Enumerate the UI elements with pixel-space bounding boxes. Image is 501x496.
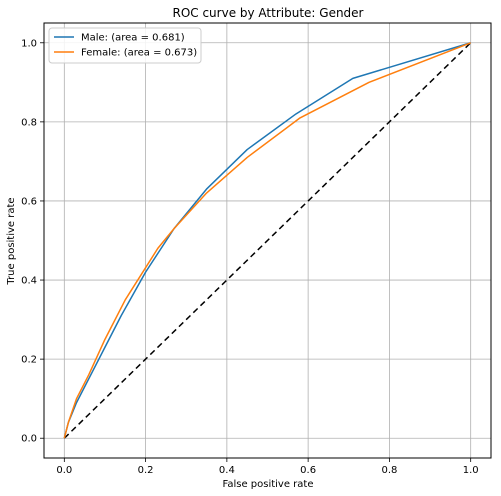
female-roc-line xyxy=(63,42,471,439)
chart-title: ROC curve by Attribute: Gender xyxy=(172,6,363,20)
legend-label-female: Female: (area = 0.673) xyxy=(81,48,197,59)
y-axis-label: True positive rate xyxy=(6,197,17,285)
x-tick-label: 0.8 xyxy=(381,465,397,476)
legend-label-male: Male: (area = 0.681) xyxy=(81,33,185,44)
legend-box xyxy=(48,27,202,64)
x-tick-label: 0.6 xyxy=(300,465,316,476)
y-tick-label: 1.0 xyxy=(21,38,37,49)
y-tick-label: 0.0 xyxy=(21,434,37,445)
axis-ticks: 0.0 0.2 0.4 0.6 0.8 1.0 0.0 0.2 0.4 0.6 0.8 1.0 xyxy=(21,38,479,476)
x-tick-label: 0.4 xyxy=(219,465,235,476)
plot-frame xyxy=(43,22,492,459)
legend: Male: (area = 0.681) Female: (area = 0.6… xyxy=(48,27,202,64)
x-tick-label: 0.0 xyxy=(56,465,72,476)
x-axis-label: False positive rate xyxy=(223,479,314,490)
reference-diagonal-line xyxy=(63,42,472,439)
y-tick-label: 0.4 xyxy=(21,276,37,287)
y-tick-label: 0.2 xyxy=(21,355,37,366)
y-tick-label: 0.6 xyxy=(21,196,37,207)
x-tick-label: 1.0 xyxy=(463,465,479,476)
x-tick-label: 0.2 xyxy=(138,465,154,476)
male-roc-line xyxy=(63,42,471,439)
y-tick-label: 0.8 xyxy=(21,117,37,128)
plot-area xyxy=(63,42,472,439)
